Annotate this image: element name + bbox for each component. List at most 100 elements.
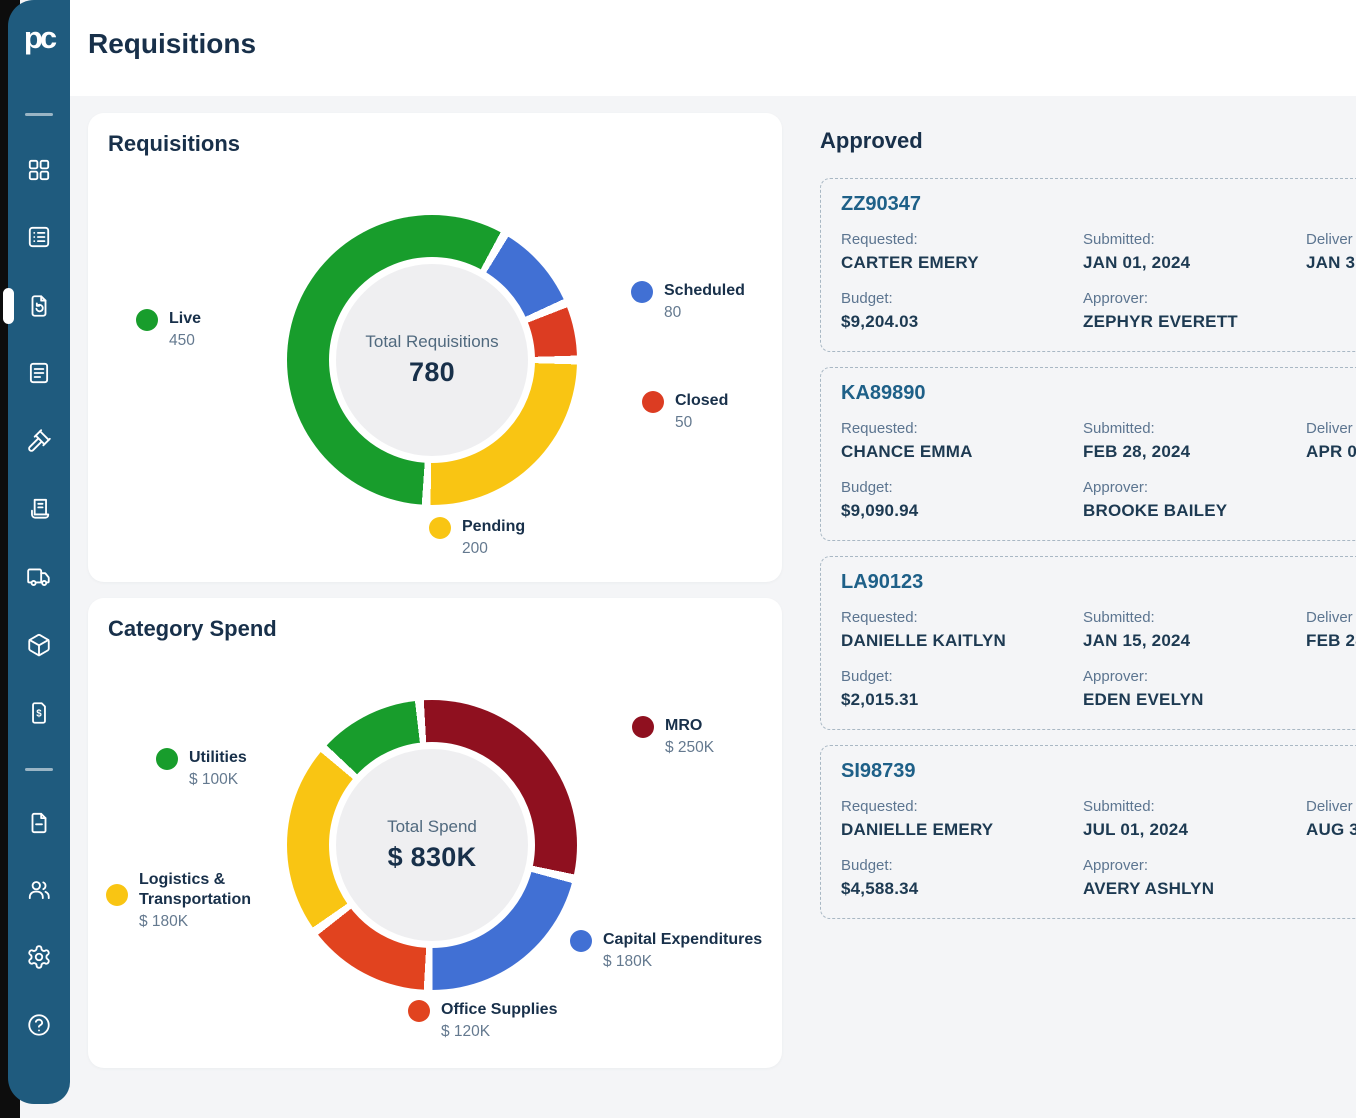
donut-center-label: Total Requisitions: [365, 332, 499, 351]
requisition-id: LA90123: [841, 571, 924, 593]
requisitions-donut-chart: Total Requisitions 780: [287, 215, 577, 505]
requested-value: DANIELLE KAITLYN: [841, 631, 1007, 650]
legend-utilities: Utilities $ 100K: [156, 748, 247, 790]
delivered-value: FEB 28: [1306, 631, 1356, 650]
approved-requisition-card[interactable]: KA89890 Requested: CHANCE EMMA Submitted…: [820, 367, 1356, 541]
approved-requisition-card[interactable]: ZZ90347 Requested: CARTER EMERY Submitte…: [820, 178, 1356, 352]
legend-scheduled: Scheduled 80: [631, 281, 745, 323]
gavel-icon[interactable]: [26, 428, 52, 454]
users-icon[interactable]: [26, 877, 52, 903]
legend-value: $ 100K: [189, 771, 239, 788]
requested-label: Requested:: [841, 609, 918, 626]
approver-value: BROOKE BAILEY: [1083, 501, 1228, 520]
dashboard-grid-icon[interactable]: [26, 157, 52, 183]
budget-label: Budget:: [841, 857, 893, 874]
donut-center-value: 780: [409, 357, 455, 387]
submitted-label: Submitted:: [1083, 420, 1155, 437]
submitted-label: Submitted:: [1083, 231, 1155, 248]
legend-capital-expenditures: Capital Expenditures $ 180K: [570, 930, 762, 972]
requisitions-card-title: Requisitions: [108, 131, 241, 156]
legend-label: Scheduled: [664, 282, 745, 299]
sidebar-divider: [25, 768, 53, 771]
legend-label: Closed: [675, 392, 729, 409]
donut-center: Total Spend $ 830K: [329, 742, 535, 948]
donut-center-label: Total Spend: [387, 817, 477, 836]
legend-value: 200: [462, 540, 488, 557]
requested-label: Requested:: [841, 420, 918, 437]
legend-value: $ 120K: [441, 1023, 491, 1040]
budget-label: Budget:: [841, 668, 893, 685]
category-spend-card-title: Category Spend: [108, 616, 277, 641]
delivered-value: JAN 3: [1306, 253, 1356, 272]
office-supplies-dot-icon: [408, 1000, 430, 1022]
approver-value: ZEPHYR EVERETT: [1083, 312, 1238, 331]
approved-section-title: Approved: [820, 128, 923, 153]
legend-label: Office Supplies: [441, 1001, 558, 1018]
approved-requisition-card[interactable]: SI98739 Requested: DANIELLE EMERY Submit…: [820, 745, 1356, 919]
budget-label: Budget:: [841, 479, 893, 496]
category-spend-donut-chart: Total Spend $ 830K: [287, 700, 577, 990]
submitted-label: Submitted:: [1083, 609, 1155, 626]
requested-value: DANIELLE EMERY: [841, 820, 994, 839]
delivered-label: Deliver: [1306, 420, 1353, 437]
requisition-list-icon[interactable]: [26, 224, 52, 250]
ledger-icon[interactable]: [26, 496, 52, 522]
donut-center-value: $ 830K: [387, 842, 477, 872]
category-spend-chart-card: Category Spend Total Spend $ 830K MRO $ …: [88, 598, 782, 1068]
document-icon[interactable]: [26, 810, 52, 836]
legend-label: MRO: [665, 717, 703, 734]
legend-office-supplies: Office Supplies $ 120K: [408, 1000, 557, 1042]
requested-label: Requested:: [841, 231, 918, 248]
sidebar: pc: [8, 0, 70, 1104]
delivered-value: AUG 3: [1306, 820, 1356, 839]
package-icon[interactable]: [26, 632, 52, 658]
help-icon[interactable]: [26, 1012, 52, 1038]
legend-value: $ 180K: [603, 953, 653, 970]
requested-label: Requested:: [841, 798, 918, 815]
approver-label: Approver:: [1083, 668, 1149, 685]
delivered-label: Deliver: [1306, 798, 1353, 815]
legend-value: 80: [664, 304, 682, 321]
logistics-dot-icon: [106, 884, 128, 906]
requisition-id: KA89890: [841, 382, 926, 404]
budget-value: $9,090.94: [841, 501, 919, 520]
closed-dot-icon: [642, 391, 664, 413]
invoice-icon[interactable]: $: [26, 700, 52, 726]
legend-value: $ 250K: [665, 739, 715, 756]
scheduled-dot-icon: [631, 281, 653, 303]
sidebar-divider: [25, 113, 53, 116]
donut-center: Total Requisitions 780: [329, 257, 535, 463]
utilities-dot-icon: [156, 748, 178, 770]
legend-closed: Closed 50: [642, 391, 728, 433]
settings-gear-icon[interactable]: [26, 944, 52, 970]
document-lines-icon[interactable]: [26, 360, 52, 386]
budget-value: $4,588.34: [841, 879, 919, 898]
submitted-value: JUL 01, 2024: [1083, 820, 1189, 839]
requested-value: CARTER EMERY: [841, 253, 979, 272]
delivered-label: Deliver: [1306, 231, 1353, 248]
legend-mro: MRO $ 250K: [632, 716, 714, 758]
approved-requisition-card[interactable]: LA90123 Requested: DANIELLE KAITLYN Subm…: [820, 556, 1356, 730]
approver-label: Approver:: [1083, 479, 1149, 496]
svg-text:$: $: [36, 709, 42, 720]
truck-icon[interactable]: [26, 564, 52, 590]
requested-value: CHANCE EMMA: [841, 442, 973, 461]
app-logo[interactable]: pc: [23, 20, 57, 55]
submitted-label: Submitted:: [1083, 798, 1155, 815]
legend-label: Logistics & Transportation: [139, 871, 252, 908]
page-title: Requisitions: [88, 28, 257, 59]
active-nav-indicator: [3, 288, 14, 324]
live-dot-icon: [136, 309, 158, 331]
legend-live: Live 450: [136, 309, 201, 351]
legend-label: Live: [169, 310, 202, 327]
pending-dot-icon: [429, 517, 451, 539]
requisition-history-icon[interactable]: [26, 293, 52, 319]
budget-label: Budget:: [841, 290, 893, 307]
submitted-value: JAN 15, 2024: [1083, 631, 1191, 650]
requisition-id: SI98739: [841, 760, 916, 782]
budget-value: $9,204.03: [841, 312, 919, 331]
delivered-value: APR 0: [1306, 442, 1356, 461]
approver-value: EDEN EVELYN: [1083, 690, 1204, 709]
legend-label: Utilities: [189, 749, 247, 766]
legend-label: Capital Expenditures: [603, 931, 763, 948]
